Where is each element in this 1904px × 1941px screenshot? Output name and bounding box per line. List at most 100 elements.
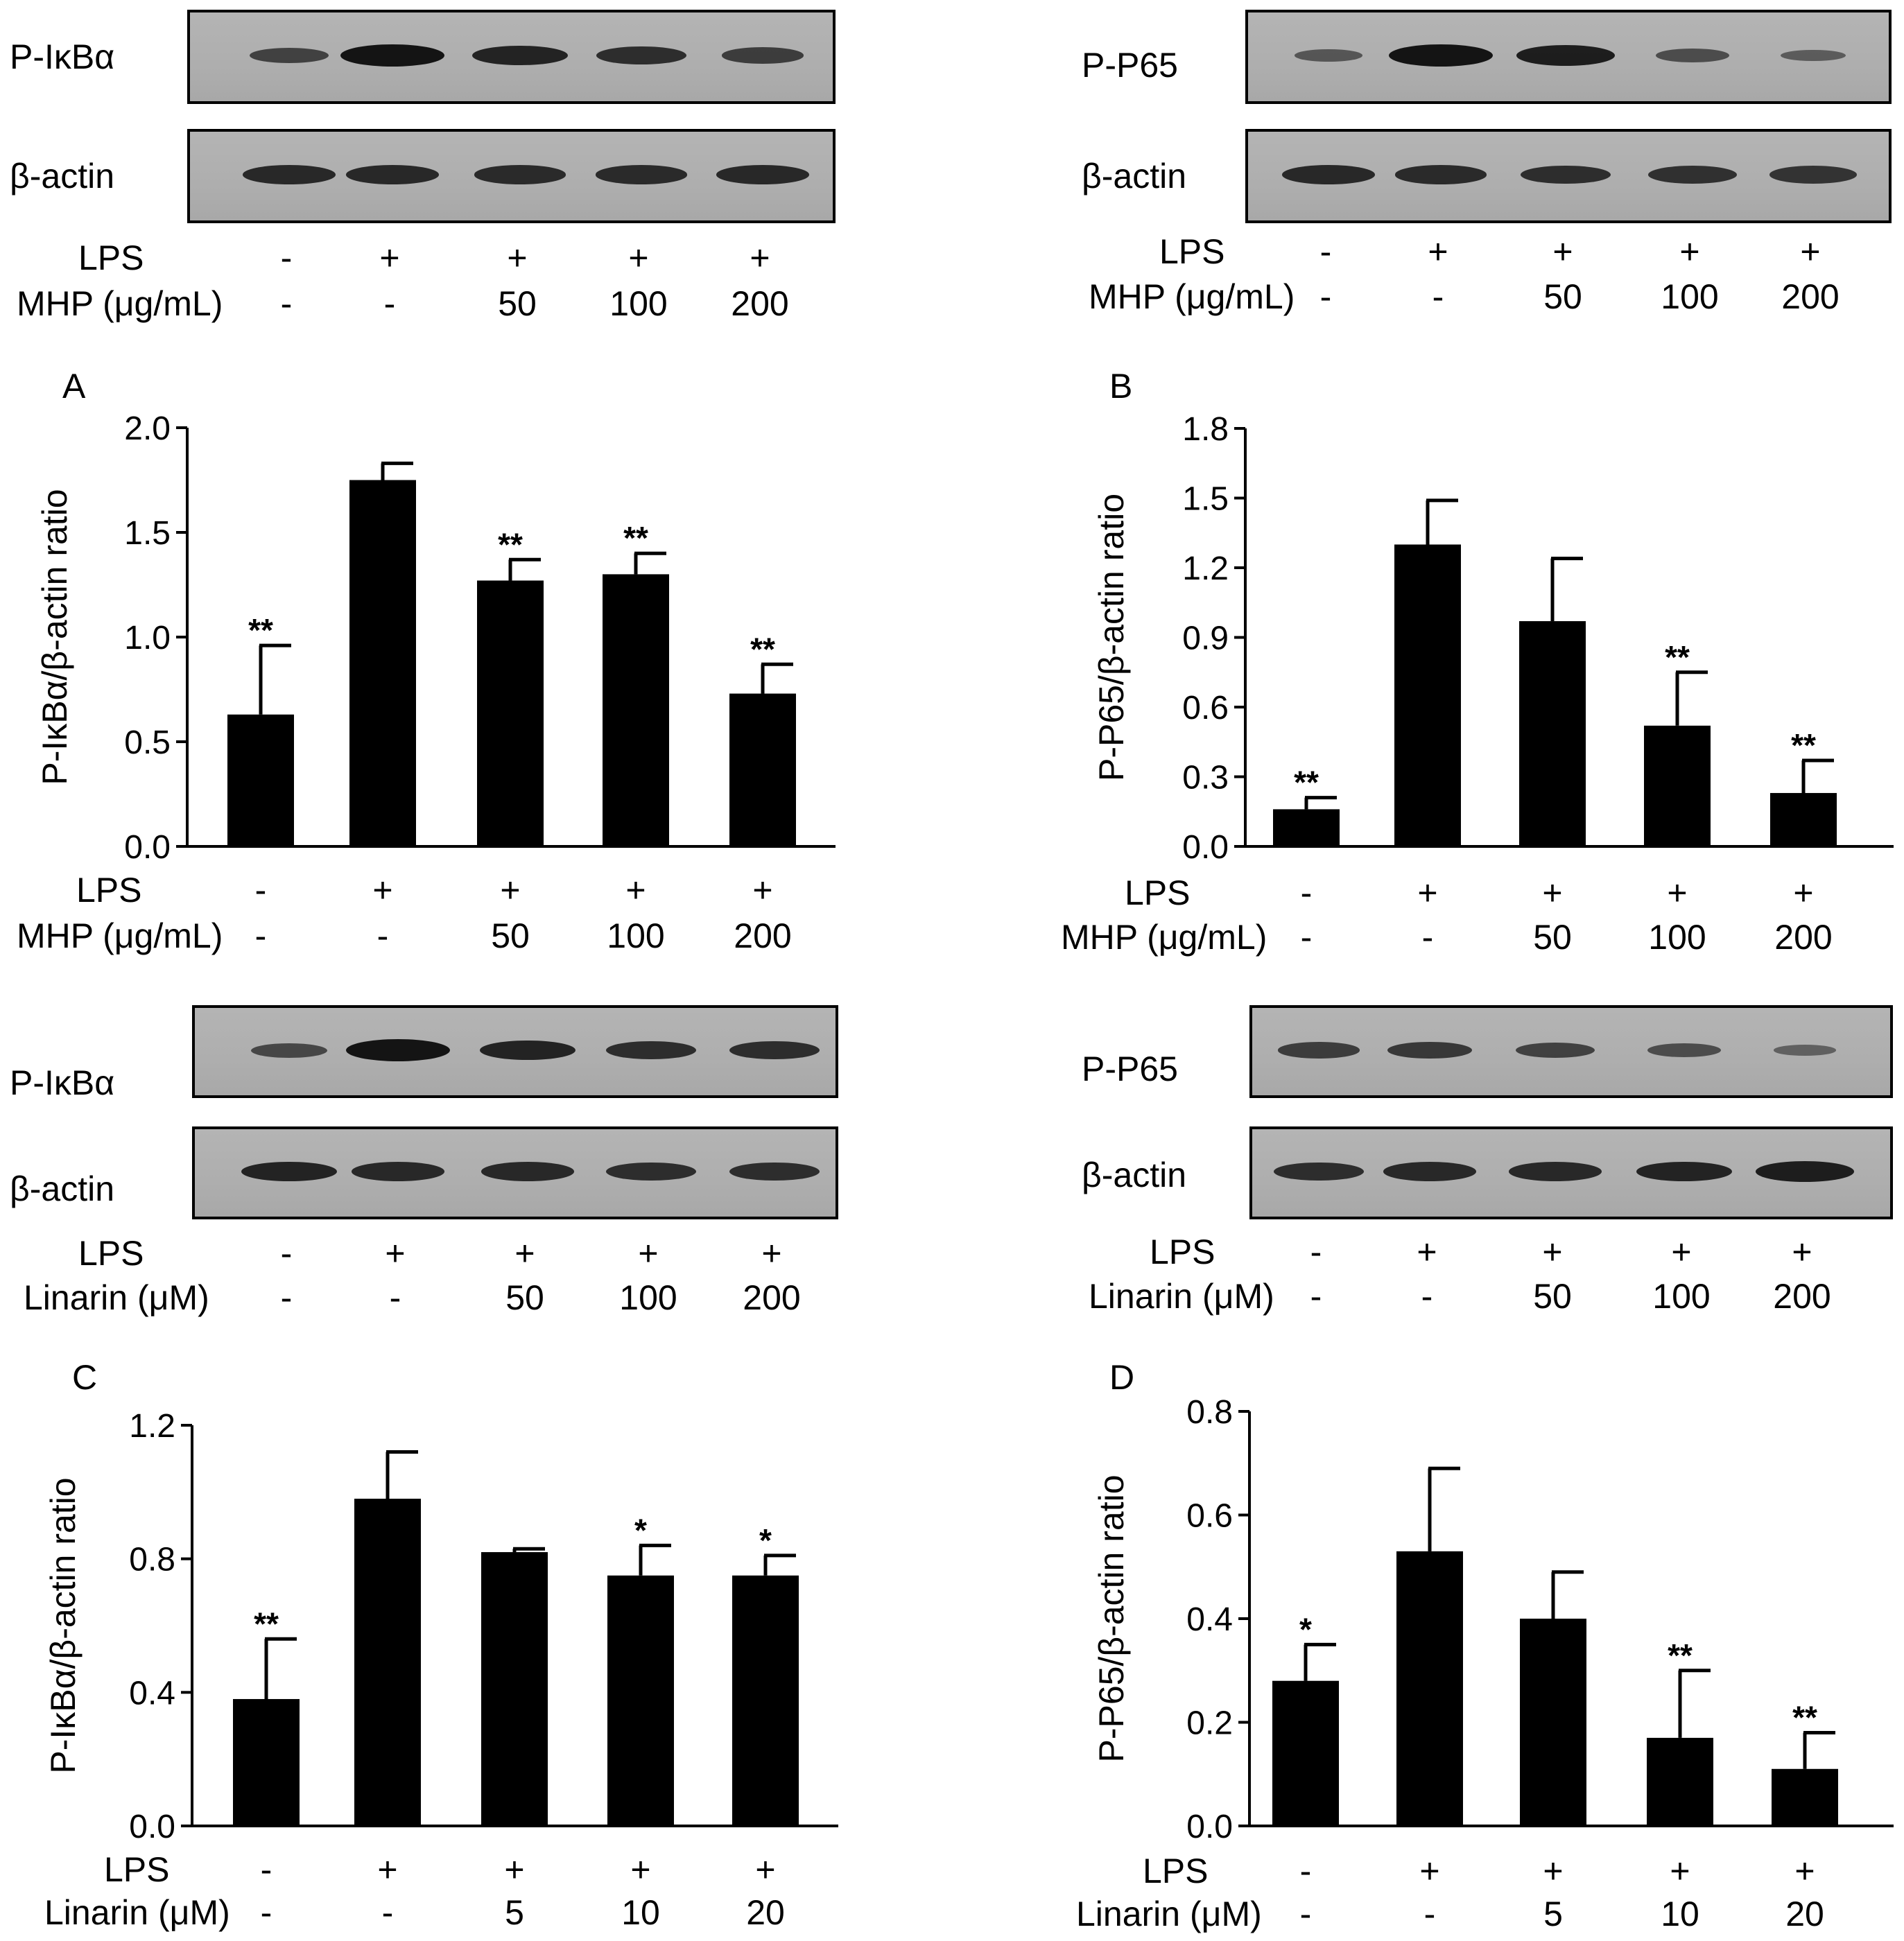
blot-row-label: P-IκBα — [10, 37, 115, 76]
treatment-dose: 50 — [1533, 1277, 1572, 1316]
lps-sign: + — [377, 1850, 397, 1889]
treatment-dose: 200 — [1774, 918, 1832, 957]
treatment-dose: - — [255, 916, 267, 955]
treatment-dose: 100 — [1661, 277, 1719, 316]
blot-row-label: P-P65 — [1082, 46, 1178, 85]
lps-sign: + — [504, 1850, 524, 1889]
blot-band — [1516, 45, 1615, 66]
y-tick-label: 0.9 — [1182, 620, 1229, 657]
treatment-dose: 5 — [1543, 1895, 1563, 1933]
treatment-dose: 10 — [1661, 1895, 1699, 1933]
y-axis-label: P-P65/β-actin ratio — [1092, 1474, 1131, 1762]
lps-sign: + — [385, 1234, 406, 1273]
treatment-dose: - — [280, 284, 293, 323]
blot-band — [1383, 1162, 1476, 1181]
treatment-label: MHP (μg/mL) — [1061, 918, 1267, 957]
bar — [603, 574, 669, 846]
lps-sign: + — [1542, 873, 1562, 912]
treatment-dose: - — [389, 1278, 401, 1317]
treatment-dose: - — [383, 284, 396, 323]
lps-sign: + — [500, 871, 520, 909]
treatment-dose: - — [1300, 1895, 1312, 1933]
blot-band — [595, 165, 688, 184]
blot-band — [251, 1043, 327, 1058]
y-tick-label: 1.2 — [1182, 550, 1229, 587]
blot-band — [243, 165, 336, 184]
panel-letter: D — [1109, 1358, 1134, 1397]
treatment-dose: - — [382, 1893, 394, 1932]
blot-strip — [192, 1126, 838, 1219]
blot-band — [346, 1039, 450, 1061]
lps-sign: - — [1319, 232, 1332, 271]
lps-sign: + — [1667, 873, 1687, 912]
y-tick-label: 1.5 — [1182, 481, 1229, 518]
treatment-dose: 100 — [1648, 918, 1706, 957]
treatment-label: Linarin (μM) — [1089, 1277, 1274, 1316]
bar — [349, 480, 416, 846]
lps-sign: + — [1670, 1852, 1690, 1890]
treatment-dose: 50 — [498, 284, 537, 323]
treatment-dose: - — [1421, 1277, 1433, 1316]
lps-sign: - — [255, 871, 267, 909]
bar — [732, 1575, 799, 1826]
treatment-dose: 200 — [731, 284, 789, 323]
treatment-dose: 50 — [1543, 277, 1582, 316]
lps-sign: + — [1800, 232, 1821, 271]
treatment-dose: 200 — [1773, 1277, 1831, 1316]
lps-sign: + — [1792, 1233, 1812, 1271]
blot-strip — [187, 10, 836, 104]
lps-sign: + — [755, 1850, 775, 1889]
blot-row-label: β-actin — [10, 157, 115, 195]
panel-letter: B — [1109, 367, 1132, 406]
treatment-dose: 200 — [734, 916, 791, 955]
bar — [233, 1698, 300, 1826]
treatment-label: Linarin (μM) — [24, 1278, 209, 1317]
significance-mark: ** — [623, 520, 648, 556]
y-tick-label: 0.3 — [1182, 760, 1229, 797]
blot-band — [729, 1041, 820, 1060]
blot-band — [481, 1162, 574, 1181]
lps-label: LPS — [1125, 873, 1191, 912]
blot-band — [606, 1162, 696, 1181]
blot-band — [346, 165, 439, 184]
lps-label: LPS — [76, 871, 142, 909]
significance-mark: ** — [498, 526, 523, 562]
treatment-dose: 50 — [491, 916, 530, 955]
y-tick-label: 0.6 — [1186, 1498, 1233, 1535]
treatment-dose: 100 — [1652, 1277, 1711, 1316]
lps-sign: - — [280, 238, 293, 277]
blot-row-label: β-actin — [10, 1169, 115, 1208]
panel-letter: A — [62, 367, 86, 406]
blot-band — [1781, 49, 1846, 62]
blot-band — [1756, 1161, 1854, 1182]
bar — [477, 580, 544, 846]
y-tick-label: 0.8 — [129, 1542, 175, 1578]
blot-band — [352, 1162, 444, 1181]
y-tick-label: 1.8 — [1182, 411, 1229, 448]
lps-sign: + — [625, 871, 646, 909]
treatment-dose: - — [261, 1893, 272, 1932]
treatment-dose: 20 — [1785, 1895, 1824, 1933]
y-tick-label: 0.6 — [1182, 690, 1229, 726]
treatment-dose: - — [1424, 1895, 1436, 1933]
bar — [354, 1498, 421, 1826]
treatment-dose: 100 — [619, 1278, 677, 1317]
lps-sign: + — [1793, 873, 1813, 912]
blot-band — [1774, 1045, 1836, 1056]
lps-sign: + — [1542, 1233, 1563, 1271]
treatment-dose: 50 — [1533, 918, 1572, 957]
treatment-dose: - — [377, 916, 389, 955]
bar — [607, 1575, 674, 1826]
bar — [227, 714, 294, 846]
treatment-dose: - — [280, 1278, 293, 1317]
lps-label: LPS — [1159, 232, 1225, 271]
blot-band — [1282, 165, 1375, 184]
significance-mark: ** — [1792, 1699, 1817, 1735]
lps-sign: + — [1417, 1233, 1437, 1271]
y-tick-label: 0.4 — [129, 1675, 175, 1712]
bar — [1770, 792, 1837, 846]
bar — [1644, 725, 1711, 846]
treatment-label: MHP (μg/mL) — [1089, 277, 1295, 316]
lps-sign: - — [280, 1234, 293, 1273]
